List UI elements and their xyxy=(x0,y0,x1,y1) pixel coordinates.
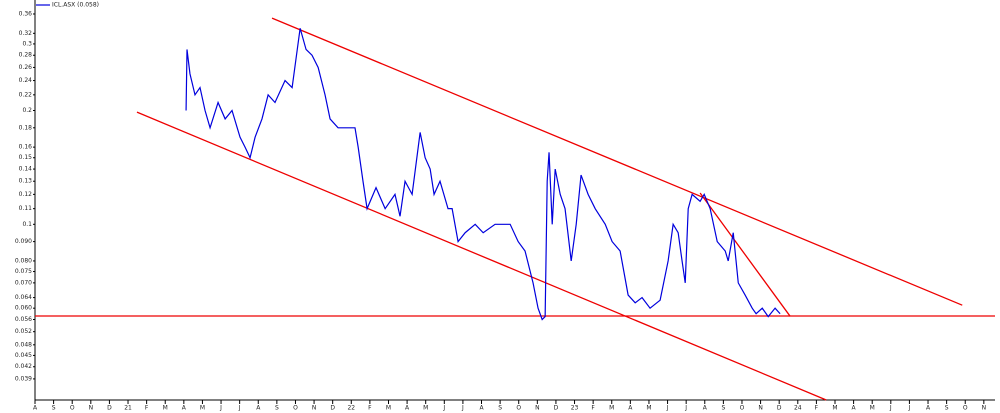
y-tick-label: 0.2 xyxy=(22,107,32,114)
x-tick-label: F xyxy=(145,405,149,412)
y-tick-label: 0.048 xyxy=(15,341,32,348)
x-tick-label: N xyxy=(89,405,94,412)
y-tick-label: 0.080 xyxy=(15,257,32,264)
x-tick-label: M xyxy=(423,405,428,412)
y-tick-label: 0.039 xyxy=(15,375,32,382)
x-tick-label: N xyxy=(535,405,540,412)
x-tick-label: S xyxy=(498,405,502,412)
y-tick-label: 0.045 xyxy=(15,352,32,359)
y-tick-label: 0.26 xyxy=(19,64,33,71)
x-tick-label: A xyxy=(182,405,187,412)
y-tick-label: 0.070 xyxy=(15,279,32,286)
price-line xyxy=(185,28,781,321)
x-tick-label: N xyxy=(982,405,987,412)
trend-line xyxy=(271,17,963,306)
y-tick-label: 0.11 xyxy=(19,205,33,212)
x-tick-label: S xyxy=(52,405,56,412)
x-tick-label: J xyxy=(908,405,911,412)
x-tick-label: D xyxy=(554,405,559,412)
x-tick-label: O xyxy=(740,405,745,412)
x-tick-label: F xyxy=(368,405,372,412)
x-tick-label: S xyxy=(721,405,725,412)
x-tick-label: D xyxy=(107,405,112,412)
x-tick-label: S xyxy=(275,405,279,412)
y-tick-label: 0.052 xyxy=(15,328,32,335)
x-tick-label: J xyxy=(238,405,241,412)
x-tick-label: M xyxy=(870,405,875,412)
y-tick-label: 0.090 xyxy=(15,238,32,245)
x-tick-label: D xyxy=(777,405,782,412)
x-tick-label: J xyxy=(442,405,445,412)
x-tick-label: M xyxy=(386,405,391,412)
y-tick-label: 0.13 xyxy=(19,178,33,185)
x-tick-label: 21 xyxy=(124,405,132,412)
x-tick-label: F xyxy=(591,405,595,412)
x-tick-label: J xyxy=(666,405,669,412)
x-tick-label: N xyxy=(758,405,763,412)
legend-label: ICL.ASX (0.058) xyxy=(52,2,99,9)
y-tick-label: 0.18 xyxy=(19,124,33,131)
x-tick-label: O xyxy=(963,405,968,412)
x-tick-label: M xyxy=(646,405,651,412)
y-tick-label: 0.12 xyxy=(19,191,33,198)
trend-line xyxy=(136,111,827,401)
y-tick-label: 0.36 xyxy=(19,10,33,17)
x-tick-label: J xyxy=(461,405,464,412)
y-tick-label: 0.075 xyxy=(15,268,32,275)
x-tick-label: A xyxy=(405,405,410,412)
x-tick-label: A xyxy=(703,405,708,412)
x-tick-label: A xyxy=(628,405,633,412)
x-tick-label: S xyxy=(945,405,949,412)
y-tick-label: 0.064 xyxy=(15,294,32,301)
y-tick-label: 0.16 xyxy=(19,144,33,151)
x-tick-label: A xyxy=(852,405,857,412)
x-tick-label: A xyxy=(926,405,931,412)
y-tick-label: 0.24 xyxy=(19,77,33,84)
trend-line xyxy=(699,192,791,317)
y-tick-label: 0.28 xyxy=(19,52,33,59)
y-tick-label: 0.32 xyxy=(19,30,33,37)
x-tick-label: D xyxy=(330,405,335,412)
x-tick-label: O xyxy=(70,405,75,412)
x-tick-label: A xyxy=(33,405,38,412)
x-tick-label: O xyxy=(293,405,298,412)
y-tick-label: 0.3 xyxy=(22,40,32,47)
x-tick-label: M xyxy=(200,405,205,412)
y-tick-label: 0.1 xyxy=(22,221,32,228)
y-tick-label: 0.056 xyxy=(15,316,32,323)
x-tick-label: N xyxy=(312,405,317,412)
x-tick-label: J xyxy=(684,405,687,412)
y-tick-label: 0.042 xyxy=(15,363,32,370)
x-tick-label: O xyxy=(516,405,521,412)
x-tick-label: J xyxy=(219,405,222,412)
x-tick-label: J xyxy=(889,405,892,412)
x-tick-label: A xyxy=(479,405,484,412)
x-tick-label: 23 xyxy=(571,405,579,412)
x-tick-label: A xyxy=(256,405,261,412)
y-tick-label: 0.14 xyxy=(19,166,33,173)
y-tick-label: 0.22 xyxy=(19,91,33,98)
x-tick-label: 24 xyxy=(794,405,802,412)
x-tick-label: M xyxy=(609,405,614,412)
y-tick-label: 0.15 xyxy=(19,154,33,161)
x-tick-label: M xyxy=(163,405,168,412)
x-tick-label: 22 xyxy=(347,405,355,412)
y-tick-label: 0.060 xyxy=(15,305,32,312)
x-tick-label: M xyxy=(832,405,837,412)
x-tick-label: F xyxy=(815,405,819,412)
